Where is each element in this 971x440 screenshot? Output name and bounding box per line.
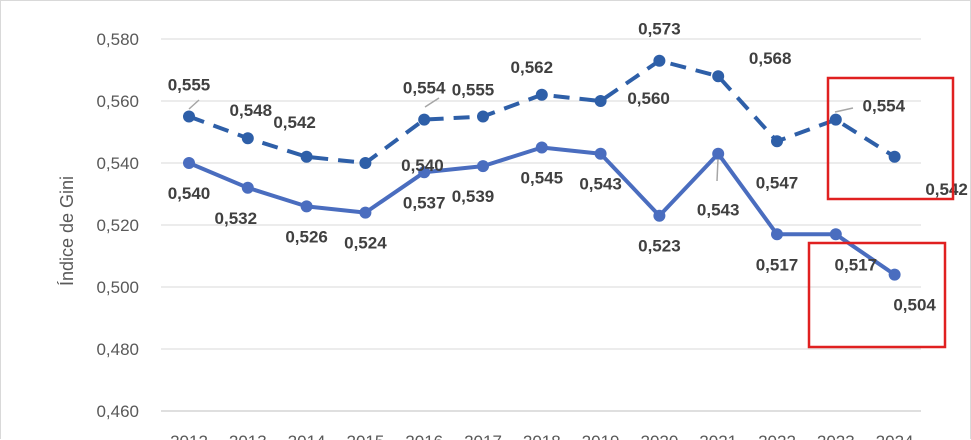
x-tick-label: 2022 [758,432,796,440]
data-point [594,95,607,107]
data-label: 0,504 [893,296,936,315]
x-tick-label: 2023 [817,432,855,440]
data-label: 0,539 [452,187,495,206]
data-point [183,157,195,169]
data-label: 0,540 [168,184,211,203]
x-axis-ticks: 2012 2013 2014 2015 2016 2017 2018 2019 2020 2021… [170,432,913,440]
y-tick-label: 0,500 [96,278,139,297]
y-tick-label: 0,580 [96,30,139,49]
data-label: 0,542 [925,180,968,199]
x-tick-label: 2019 [582,432,620,440]
gridlines [161,38,921,412]
data-label: 0,543 [579,175,622,194]
data-point [183,110,195,123]
data-label: 0,560 [627,89,670,108]
data-point [712,70,725,83]
data-point [418,166,431,179]
data-label: 0,540 [401,156,444,175]
data-label: 0,517 [835,255,878,274]
data-label: 0,523 [638,237,681,256]
data-label: 0,543 [697,201,740,220]
data-point [653,209,666,222]
data-label: 0,555 [168,76,211,95]
data-point [535,141,548,154]
x-tick-label: 2024 [876,432,914,440]
y-axis-ticks: 0,460 0,480 0,500 0,520 0,540 0,560 0,580 [96,30,139,421]
y-tick-label: 0,460 [96,402,139,421]
data-point [712,147,725,160]
data-label: 0,542 [273,113,316,132]
data-point [241,132,254,145]
highlight-box-dashed [826,76,955,201]
x-tick-label: 2012 [170,432,208,440]
leader-line [188,99,200,110]
data-label: 0,555 [452,81,495,100]
data-point [888,268,901,281]
data-point [771,228,783,241]
x-tick-label: 2014 [288,432,326,440]
data-label: 0,526 [285,227,328,246]
data-label: 0,532 [215,209,258,228]
data-point [477,160,489,173]
data-point [653,54,666,67]
data-label: 0,524 [344,234,387,253]
data-label: 0,545 [521,169,564,188]
x-tick-label: 2015 [346,432,384,440]
highlight-box-solid [807,241,947,349]
data-point [300,200,313,213]
data-label: 0,573 [638,20,681,39]
data-label: 0,537 [403,193,446,212]
leader-line [834,107,854,113]
y-tick-label: 0,560 [96,92,139,111]
series-lines [183,54,901,281]
data-label: 0,517 [756,255,799,274]
y-tick-label: 0,540 [96,154,139,173]
leader-line [424,97,440,108]
x-tick-label: 2017 [464,432,502,440]
data-label: 0,554 [863,97,906,116]
data-point [300,150,313,163]
data-point [241,181,254,194]
data-point [888,150,901,163]
data-point [829,113,842,126]
data-point [359,206,372,219]
y-tick-label: 0,480 [96,340,139,359]
x-tick-label: 2021 [699,432,737,440]
data-point [477,110,489,123]
data-point [359,157,372,169]
data-point [829,228,842,241]
highlight-boxes [807,76,955,349]
x-tick-label: 2013 [229,432,267,440]
leader-line [716,158,719,182]
y-axis-label: Índice de Gini [57,176,77,286]
y-tick-label: 0,520 [96,216,139,235]
x-tick-label: 2018 [523,432,561,440]
data-point [418,113,431,126]
data-point [535,88,548,101]
x-tick-label: 2016 [405,432,443,440]
data-label: 0,554 [403,79,446,98]
x-tick-label: 2020 [640,432,678,440]
data-label: 0,548 [230,101,273,120]
data-point [771,135,783,148]
label-leader-lines [188,97,854,182]
data-label: 0,562 [511,58,554,77]
data-label: 0,568 [749,49,792,68]
data-point [594,147,607,160]
data-label: 0,547 [756,173,799,192]
